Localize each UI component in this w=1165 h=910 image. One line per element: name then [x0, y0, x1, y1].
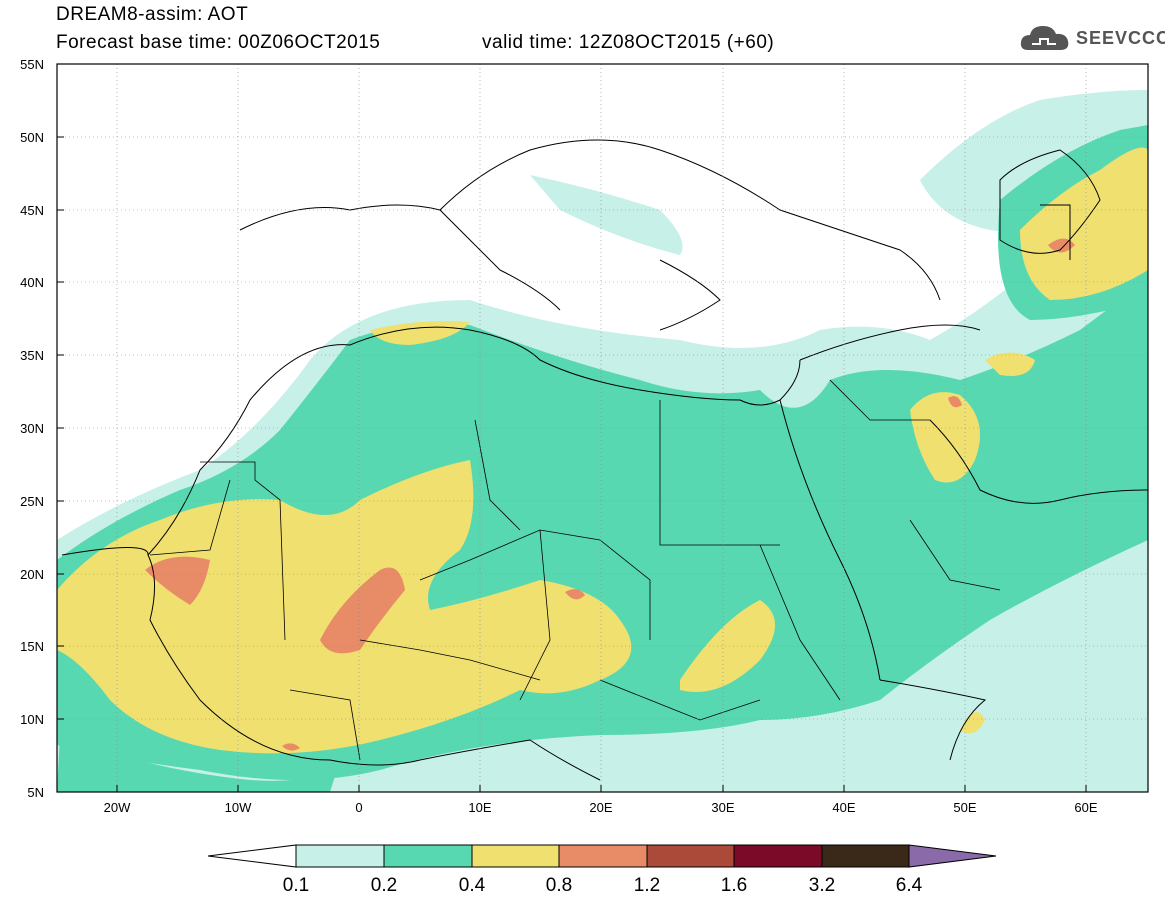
aot-band-0.8 — [320, 567, 405, 654]
title-line1: DREAM8-assim: AOT — [56, 4, 249, 25]
colorbar-swatch-4 — [646, 844, 735, 868]
colorbar-tick: 3.2 — [809, 875, 835, 896]
lat-label: 25N — [20, 494, 44, 509]
valid-time: valid time: 12Z08OCT2015 (+60) — [482, 32, 775, 53]
lat-label: 5N — [27, 785, 44, 800]
lat-labels: 55N 50N 45N 40N 35N 30N 25N 20N 15N 10N … — [20, 57, 44, 800]
lon-label: 50E — [953, 800, 976, 815]
colorbar-tick: 6.4 — [896, 875, 923, 896]
cloud-icon — [1020, 26, 1069, 50]
lon-label: 10W — [225, 800, 252, 815]
aot-band-0.1-balkans — [530, 175, 683, 255]
logo: SEEVCCC — [1018, 22, 1165, 56]
coastlines — [61, 139, 1148, 781]
lat-label: 50N — [20, 130, 44, 145]
colorbar-labels: 0.1 0.2 0.4 0.8 1.2 1.6 3.2 6.4 — [283, 875, 923, 896]
lat-label: 45N — [20, 203, 44, 218]
colorbar-swatch-5 — [733, 844, 823, 868]
lat-label: 55N — [20, 57, 44, 72]
aot-band-0.8-spot1 — [565, 589, 585, 600]
lon-label: 20W — [104, 800, 131, 815]
lon-label: 20E — [589, 800, 612, 815]
colorbar-swatch-1 — [383, 844, 473, 868]
colorbar-swatch-0 — [295, 844, 385, 868]
lon-label: 30E — [711, 800, 734, 815]
lat-label: 20N — [20, 567, 44, 582]
title-line2: Forecast base time: 00Z06OCT2015 — [56, 32, 381, 53]
aot-band-0.8-spot2 — [282, 743, 300, 751]
gridlines — [57, 64, 1148, 792]
lon-label: 10E — [468, 800, 491, 815]
colorbar-tick: 0.1 — [283, 875, 309, 896]
colorbar-tick: 0.8 — [546, 875, 572, 896]
aot-band-0.8-gulf — [948, 396, 962, 408]
colorbar-over — [908, 844, 997, 868]
colorbar-tick: 0.4 — [459, 875, 486, 896]
lon-label: 60E — [1074, 800, 1097, 815]
aot-band-0.4-east — [680, 600, 775, 692]
colorbar-tick: 1.2 — [634, 875, 660, 896]
aot-band-0.4-caspian — [1020, 147, 1148, 300]
colorbar-swatch-2 — [471, 844, 560, 868]
axis-ticks — [57, 63, 1087, 793]
colorbar-tick: 0.2 — [371, 875, 397, 896]
aot-band-0.4-iran — [985, 352, 1035, 376]
lat-label: 10N — [20, 712, 44, 727]
colorbar-swatch-6 — [821, 844, 910, 868]
aot-band-0.2-shore — [57, 735, 340, 792]
colorbar-under — [207, 844, 297, 868]
aot-band-0.8-west — [145, 556, 210, 605]
lat-label: 35N — [20, 348, 44, 363]
colorbar-swatch-3 — [558, 844, 648, 868]
colorbar-tick: 1.6 — [721, 875, 747, 896]
lon-labels: 20W 10W 0 10E 20E 30E 40E 50E 60E — [104, 800, 1098, 815]
logo-text: SEEVCCC — [1076, 28, 1165, 48]
colorbar — [207, 844, 997, 868]
borders — [149, 379, 1001, 761]
lat-label: 30N — [20, 421, 44, 436]
aot-band-0.4-yemen — [960, 712, 985, 734]
lat-label: 15N — [20, 639, 44, 654]
lon-label: 0 — [355, 800, 362, 815]
lat-label: 40N — [20, 275, 44, 290]
lon-label: 40E — [832, 800, 855, 815]
